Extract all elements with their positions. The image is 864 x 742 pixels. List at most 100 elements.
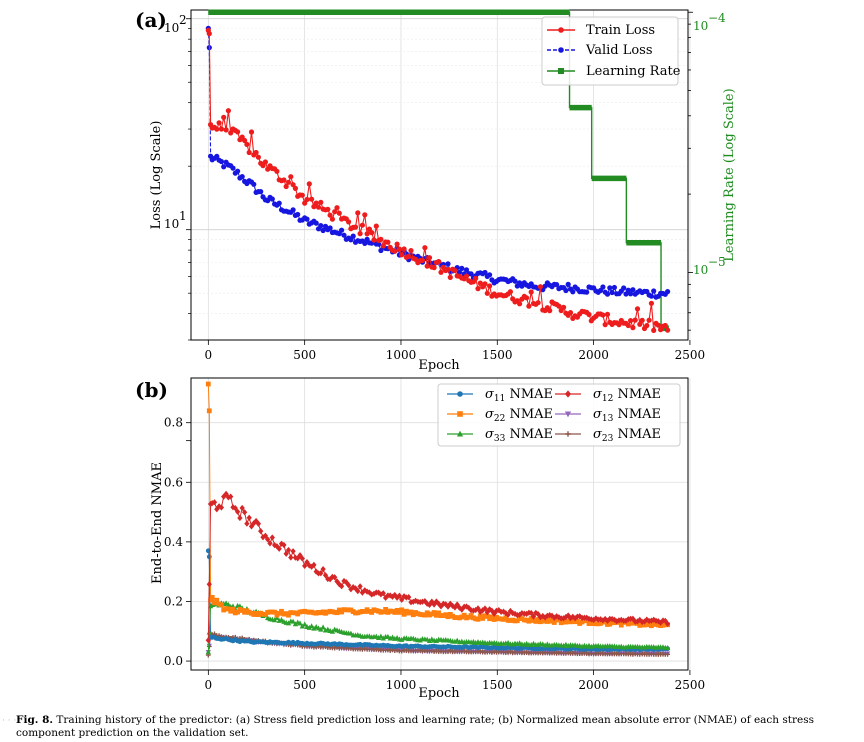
b-series-point <box>286 612 291 618</box>
b-series-point <box>406 593 412 601</box>
a-train-point <box>399 252 405 258</box>
a-valid-point <box>376 241 382 247</box>
a-train-point <box>431 265 437 271</box>
b-series-point <box>272 609 277 615</box>
panel-b-y-ticks: 0.0 0.2 0.4 0.6 0.8 <box>164 416 191 668</box>
caption-label: Fig. 8. <box>16 714 54 726</box>
b-series-point <box>219 602 224 608</box>
a-train-point <box>378 236 384 242</box>
a-train-point <box>221 114 227 120</box>
a-train-point <box>313 200 319 206</box>
legend-valid-label: Valid Loss <box>585 43 653 58</box>
a-train-point <box>329 216 335 222</box>
series-σ12-NMAE <box>205 490 671 644</box>
b-series-point <box>299 555 305 562</box>
a-train-point <box>625 322 631 329</box>
a-train-point <box>244 141 250 147</box>
legend-b-sigma: σ <box>485 387 495 402</box>
watermark: · · · <box>2 716 17 726</box>
b-series-point <box>292 621 299 627</box>
a-y2-tick-exp-4: −4 <box>708 11 726 25</box>
b-series-point <box>345 581 352 589</box>
b-series-point <box>230 504 236 511</box>
b-y-tick-label: 0.4 <box>164 535 183 549</box>
a-train-point <box>246 149 252 156</box>
b-series-point <box>209 595 215 600</box>
b-y-tick-label: 0.0 <box>164 654 183 668</box>
b-series-point <box>269 534 275 541</box>
a-train-point <box>262 159 268 165</box>
valid-loss-series <box>205 25 671 300</box>
a-valid-point <box>378 247 384 254</box>
a-train-point <box>283 183 289 190</box>
b-series-point <box>396 592 403 599</box>
a-y-tick-base-1: 10 <box>164 217 179 231</box>
b-series-point <box>399 636 405 642</box>
b-series-point <box>318 570 324 577</box>
a-x-tick-label: 2500 <box>675 348 706 362</box>
b-series-point <box>206 581 212 588</box>
series-σ33-NMAE <box>205 600 671 655</box>
b-series-point <box>618 622 624 628</box>
b-series-point <box>649 623 654 629</box>
a-train-point <box>445 266 451 273</box>
b-series-point <box>380 635 386 641</box>
a-train-point <box>561 304 567 310</box>
b-series-point <box>530 613 537 620</box>
b-series-point <box>311 561 317 569</box>
b-series-point <box>244 520 250 527</box>
a-train-point <box>630 325 636 331</box>
a-valid-point <box>320 227 326 234</box>
a-train-point <box>385 239 391 245</box>
b-series-point <box>426 637 433 643</box>
a-train-point <box>484 290 490 296</box>
legend-b-subscript: 13 <box>602 414 614 424</box>
a-train-point <box>517 301 523 307</box>
a-train-point <box>648 300 655 306</box>
a-train-point <box>332 209 338 215</box>
a-train-point <box>438 269 444 275</box>
a-train-point <box>346 219 352 225</box>
b-series-point <box>408 609 414 615</box>
b-series-point <box>538 619 543 625</box>
b-series-point <box>212 600 217 606</box>
b-series-point <box>267 540 273 547</box>
b-series-point <box>299 623 305 629</box>
b-series-point <box>503 615 509 621</box>
a-train-point <box>380 243 386 249</box>
a-train-point <box>336 210 342 216</box>
a-train-point <box>632 317 638 323</box>
legend-b-label: σ22 NMAE <box>485 407 553 424</box>
a-train-point <box>526 303 532 309</box>
b-series-point <box>205 649 211 655</box>
b-series-point <box>369 610 375 615</box>
a-valid-point <box>459 265 465 271</box>
b-series-point <box>225 494 232 501</box>
legend-b-suffix: NMAE <box>613 407 661 422</box>
b-series-point <box>322 572 329 579</box>
b-series-point <box>248 523 255 530</box>
a-valid-point <box>258 189 264 195</box>
legend-valid-marker <box>558 47 564 53</box>
a-y2-tick-base-5: 10 <box>693 263 708 277</box>
b-series-point <box>558 620 564 626</box>
b-series-point <box>297 620 303 626</box>
a-train-point <box>352 224 359 230</box>
a-y2-tick-base-4: 10 <box>693 19 708 33</box>
a-valid-point <box>239 174 245 180</box>
a-valid-point <box>318 223 324 229</box>
a-valid-point <box>276 200 282 206</box>
a-train-point <box>242 137 248 144</box>
b-x-tick-label: 0 <box>205 678 213 692</box>
a-valid-point <box>235 168 241 174</box>
b-series-point <box>665 651 670 657</box>
legend-b-subscript: 23 <box>602 434 614 444</box>
a-valid-point <box>339 227 345 233</box>
a-valid-point <box>445 261 451 267</box>
a-train-point <box>537 284 544 290</box>
b-series-point <box>378 633 384 639</box>
a-train-point <box>255 154 261 160</box>
b-series-point <box>255 520 262 527</box>
b-series-point <box>285 546 292 554</box>
b-series-point <box>514 618 520 624</box>
